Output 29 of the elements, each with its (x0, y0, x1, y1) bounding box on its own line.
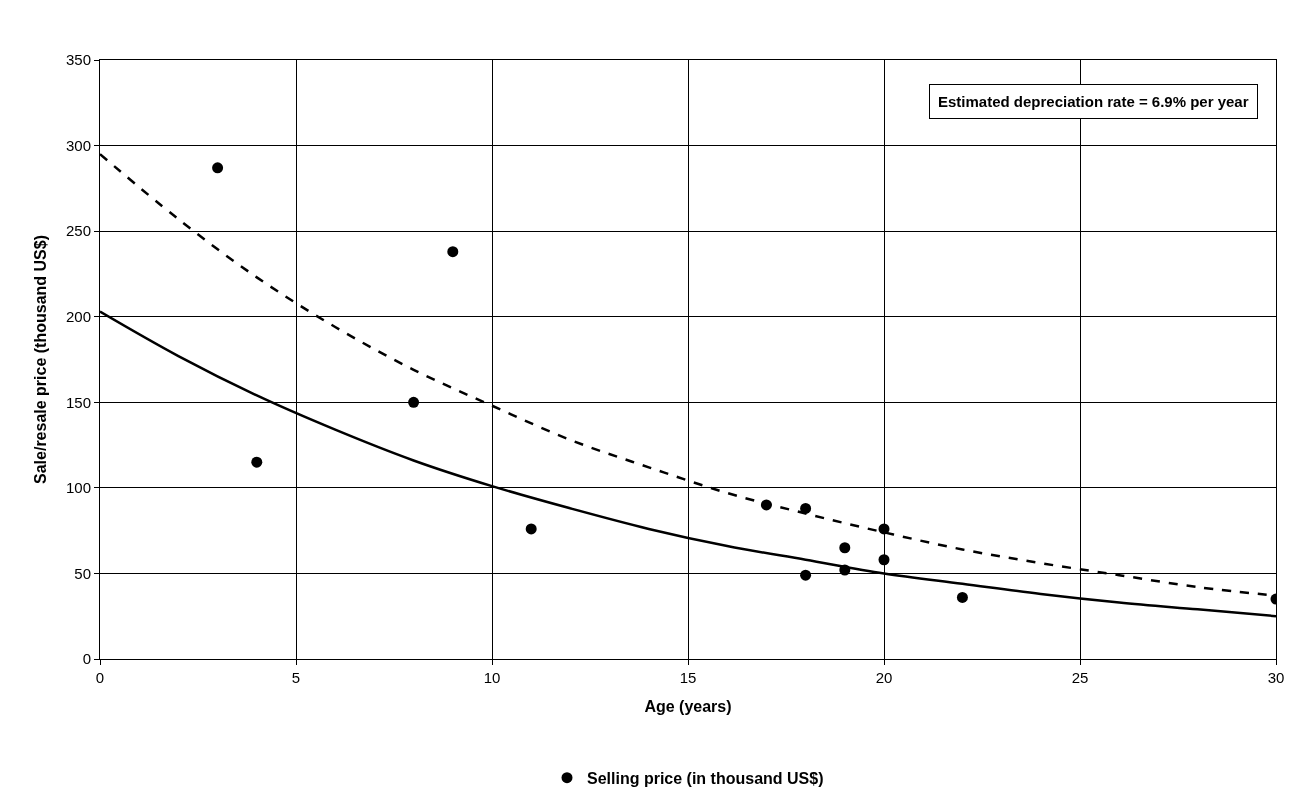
point (251, 456, 263, 468)
x-tick-label: 20 (875, 669, 893, 686)
y-tick-label: 250 (65, 222, 91, 240)
y-tick-label: 350 (65, 51, 91, 69)
x-tick-label: 10 (483, 669, 501, 686)
point (839, 542, 851, 554)
x-axis-title: Age (years) (644, 697, 732, 715)
x-tick-label: 5 (291, 669, 301, 686)
point (447, 246, 459, 258)
x-tick-label: 30 (1267, 669, 1285, 686)
legend-label: Selling price (in thousand US$) (587, 769, 824, 787)
annotation: Estimated depreciation rate = 6.9% per year (938, 93, 1249, 110)
point (212, 162, 224, 174)
x-tick-label: 25 (1071, 669, 1089, 686)
y-tick-label: 150 (65, 393, 91, 411)
y-tick-label: 50 (74, 564, 91, 582)
y-axis-title: Sale/resale price (thousand US$) (31, 235, 49, 484)
y-tick-label: 100 (65, 479, 91, 497)
point (408, 396, 420, 408)
point (800, 569, 812, 581)
x-tick-label: 15 (679, 669, 697, 686)
point (800, 502, 812, 514)
point (525, 523, 537, 535)
x-tick-label: 0 (95, 669, 105, 686)
point (956, 591, 968, 603)
y-tick-label: 0 (82, 650, 91, 668)
y-tick-label: 300 (65, 136, 91, 154)
y-tick-label: 200 (65, 307, 91, 325)
point (878, 554, 890, 566)
